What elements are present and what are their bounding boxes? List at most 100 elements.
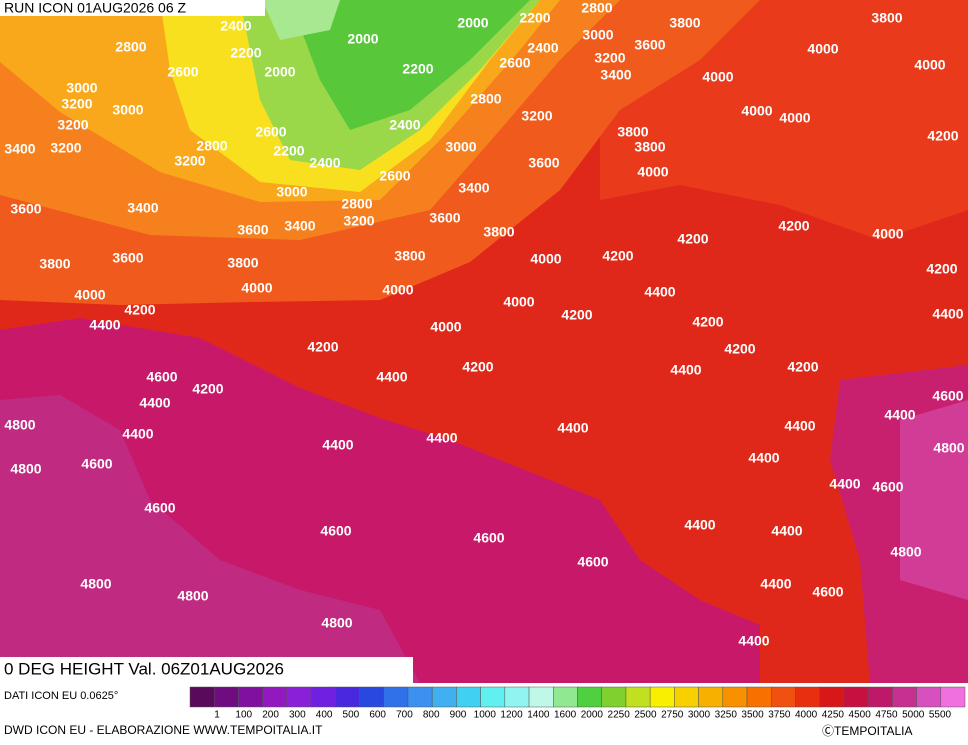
contour-label: 3400 [4, 141, 35, 157]
contour-label: 2400 [220, 18, 251, 34]
colorbar-label: 2250 [608, 710, 631, 721]
field-southwest [0, 395, 420, 683]
contour-label: 4600 [144, 500, 175, 516]
contour-label: 4400 [89, 317, 120, 333]
credit: DWD ICON EU - ELABORAZIONE WWW.TEMPOITAL… [4, 723, 323, 737]
colorbar-label: 100 [235, 710, 252, 721]
contour-label: 2200 [273, 143, 304, 159]
contour-label: 2000 [347, 31, 378, 47]
contour-label: 4000 [241, 280, 272, 296]
colorbar-swatch [819, 686, 845, 708]
contour-label: 2600 [167, 64, 198, 80]
source: DATI ICON EU 0.0625° [4, 690, 118, 702]
contour-label: 4800 [4, 417, 35, 433]
colorbar-label: 2750 [661, 710, 684, 721]
colorbar-label: 900 [450, 710, 467, 721]
contour-label: 4000 [74, 287, 105, 303]
contour-label: 3000 [445, 139, 476, 155]
contour-label: 3200 [174, 153, 205, 169]
contour-label: 3800 [617, 124, 648, 140]
contour-label: 4200 [926, 261, 957, 277]
colorbar-swatch [795, 686, 820, 708]
contour-label: 4600 [932, 388, 963, 404]
contour-label: 4400 [884, 407, 915, 423]
contour-label: 4800 [10, 461, 41, 477]
contour-label: 4400 [932, 306, 963, 322]
colorbar-swatch [213, 686, 239, 708]
colorbar-label: 1400 [527, 710, 550, 721]
colorbar-swatch [940, 686, 966, 708]
colorbar-label: 4000 [795, 710, 818, 721]
colorbar-label: 500 [343, 710, 360, 721]
map-field [0, 0, 968, 683]
contour-label: 4000 [382, 282, 413, 298]
contour-label: 4200 [307, 339, 338, 355]
contour-label: 4000 [503, 294, 534, 310]
colorbar-label: 600 [369, 710, 386, 721]
colorbar-swatch [189, 686, 215, 708]
contour-label: 4000 [430, 319, 461, 335]
contour-label: 3400 [600, 67, 631, 83]
colorbar-label: 5000 [902, 710, 925, 721]
colorbar-label: 1 [214, 710, 220, 721]
colorbar-swatch [843, 686, 869, 708]
colorbar-swatch [456, 686, 481, 708]
contour-label: 4000 [530, 251, 561, 267]
contour-label: 2200 [519, 10, 550, 26]
contour-label: 2000 [264, 64, 295, 80]
contour-label: 3800 [394, 248, 425, 264]
colorbar-swatch [431, 686, 457, 708]
colorbar-label: 3250 [715, 710, 738, 721]
contour-label: 3600 [112, 250, 143, 266]
contour-label: 4600 [320, 523, 351, 539]
contour-label: 4800 [177, 588, 208, 604]
colorbar-swatch [407, 686, 433, 708]
contour-label: 4400 [139, 395, 170, 411]
field-box [0, 657, 413, 683]
colorbar-swatch [310, 686, 336, 708]
contour-label: 2800 [196, 138, 227, 154]
colorbar-swatch [771, 686, 796, 708]
contour-label: 4800 [890, 544, 921, 560]
contour-label: 3400 [127, 200, 158, 216]
contour-label: 4400 [771, 523, 802, 539]
field-far-east [900, 400, 968, 600]
run-title: RUN ICON 01AUG2026 06 Z [4, 0, 187, 16]
contour-label: 4800 [80, 576, 111, 592]
contour-label: 4200 [692, 314, 723, 330]
colorbar-label: 4500 [849, 710, 872, 721]
contour-label: 4600 [473, 530, 504, 546]
colorbar-swatch [722, 686, 748, 708]
contour-label: 4200 [724, 341, 755, 357]
contour-label: 4400 [748, 450, 779, 466]
contour-label: 3600 [528, 155, 559, 171]
contour-label: 3000 [276, 184, 307, 200]
colorbar-swatch [383, 686, 409, 708]
contour-label: 2600 [499, 55, 530, 71]
contour-label: 3400 [284, 218, 315, 234]
colorbar-swatch [674, 686, 699, 708]
colorbar-label: 1000 [474, 710, 497, 721]
contour-labels: 2400 2000 2200 2800 3800 3800 2800 2200 2000 3000… [4, 0, 964, 649]
contour-label: 2400 [527, 40, 558, 56]
copyright: ⒸTEMPOITALIA [822, 724, 912, 738]
contour-label: 2200 [402, 61, 433, 77]
colorbar-label: 1200 [500, 710, 523, 721]
contour-label: 2400 [309, 155, 340, 171]
colorbar-swatch [746, 686, 772, 708]
contour-label: 4600 [81, 456, 112, 472]
colorbar-swatch [916, 686, 942, 708]
contour-label: 4000 [741, 103, 772, 119]
contour-label: 4800 [933, 440, 964, 456]
contour-label: 3800 [669, 15, 700, 31]
contour-label: 3200 [61, 96, 92, 112]
contour-label: 3800 [871, 10, 902, 26]
contour-label: 4400 [684, 517, 715, 533]
field-green [290, 0, 530, 130]
contour-label: 2800 [470, 91, 501, 107]
colorbar-swatch [553, 686, 578, 708]
colorbar-swatch [262, 686, 288, 708]
header-box [0, 0, 265, 16]
contour-label: 2800 [581, 0, 612, 16]
